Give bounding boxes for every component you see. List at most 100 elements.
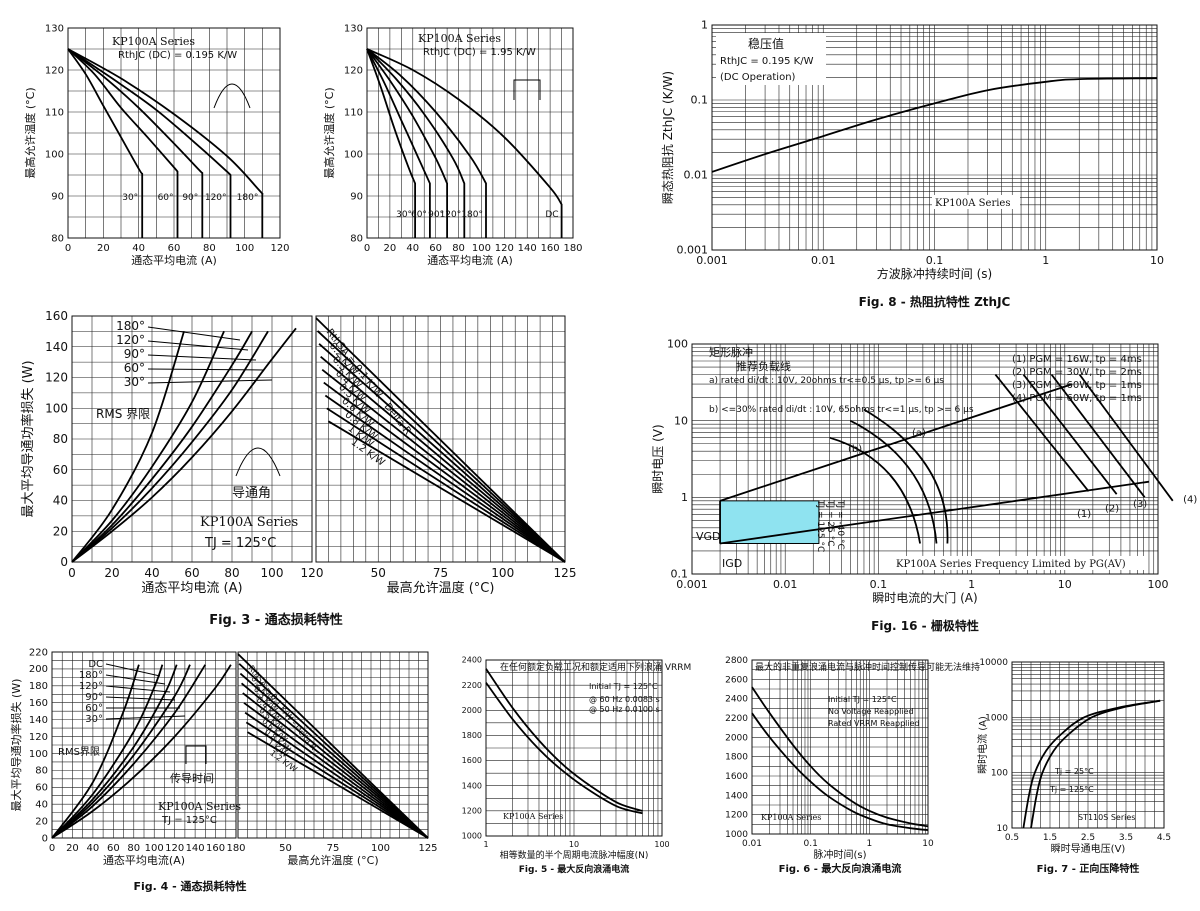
series-label: 90°	[182, 193, 198, 203]
power-limit-line	[1050, 373, 1146, 498]
resistance-line	[244, 711, 429, 839]
y-tick-label: 1600	[725, 772, 748, 782]
y-tick-label: 140	[45, 340, 68, 354]
y-tick-label: 60	[53, 463, 68, 477]
y-axis-label: 瞬态热阻抗 ZthJC (K/W)	[660, 71, 675, 204]
resistance-line	[238, 663, 429, 839]
x-tick-label: 1.5	[1043, 833, 1057, 843]
chart-c5: 0.001 0.01 0.1 1 10 100 0.1 1 10 100 瞬时电流的大门 (A) 瞬时…	[651, 338, 1197, 633]
y-tick-label: 100	[45, 149, 64, 160]
series-line	[67, 48, 144, 238]
x-tick-label: 100	[261, 566, 284, 580]
figure-caption: Fig. 6 - 最大反向浪涌电流	[779, 862, 902, 875]
series-line	[67, 48, 232, 238]
y-axis-label: 最高允许温度 (°C)	[23, 87, 37, 178]
chart-title: 矩形脉冲	[709, 345, 753, 359]
plot-frame	[485, 659, 663, 837]
resistance-line	[316, 330, 566, 563]
legend-box	[716, 33, 826, 85]
x-tick-label: 60	[107, 843, 120, 854]
x-tick-label: 0.001	[676, 578, 708, 591]
x-axis-label: 通态平均电流(A)	[103, 853, 185, 867]
plot-frame	[51, 651, 237, 839]
y-tick-label: 120	[344, 65, 363, 76]
resistance-line	[326, 407, 566, 563]
series-line	[711, 77, 1158, 173]
leader-line	[105, 685, 171, 693]
series-line	[1022, 699, 1161, 829]
y-tick-label: 1400	[462, 781, 482, 790]
power-limit-line	[1078, 373, 1174, 502]
x-tick-label: 10	[1058, 578, 1072, 591]
x-tick-label: 80	[452, 243, 465, 254]
x-tick-label: 1	[866, 839, 872, 849]
y-tick-label: 40	[35, 800, 48, 811]
resistance-line	[315, 317, 566, 563]
temperature-curve	[863, 408, 949, 544]
legend-item: 90°	[85, 692, 103, 703]
y-tick-label: 1000	[725, 830, 748, 840]
y-tick-label: 2000	[462, 706, 482, 715]
series-label: KP100A Series	[761, 813, 821, 822]
y-tick-label: 120	[45, 65, 64, 76]
x-tick-label: 0.01	[742, 839, 762, 849]
y-tick-label: 130	[45, 23, 64, 34]
y-tick-label: 2000	[725, 733, 748, 743]
leader-line	[105, 663, 161, 677]
y-tick-label: 80	[350, 233, 363, 244]
series-line	[485, 668, 643, 812]
leader-line	[105, 674, 166, 685]
series-line	[366, 48, 563, 238]
x-tick-label: 3.5	[1119, 833, 1133, 843]
note-a: a) rated di/dt : 10V, 20ohms tr<=0.5 μs,…	[709, 376, 944, 386]
y-tick-label: 1800	[462, 731, 482, 740]
y-tick-label: 110	[344, 107, 363, 118]
y-tick-label: 1000	[985, 713, 1008, 723]
figure-caption: Fig. 8 - 热阻抗特性 ZthJC	[859, 294, 1011, 309]
x2-axis-label: 最高允许温度 (°C)	[287, 853, 378, 867]
y-tick-label: 0	[60, 555, 68, 569]
x-tick-label: 80	[203, 243, 216, 254]
figure-caption: Fig. 16 - 栅极特性	[871, 618, 979, 633]
resistance-line	[240, 682, 429, 839]
x-tick-label: 2.5	[1081, 833, 1095, 843]
y-tick-label: 2800	[725, 656, 748, 666]
chart-c2: 0 20 40 60 80 100 120 140 160 180 80 90 100 110 120 130…	[322, 23, 583, 267]
plot-frame	[1011, 661, 1165, 829]
x-tick-label: 120	[165, 843, 184, 854]
y-tick-label: 60	[35, 783, 48, 794]
plot-frame	[67, 27, 281, 239]
legend-item: 60°	[85, 703, 103, 714]
y-axis-label: 最高允许温度 (°C)	[322, 87, 336, 178]
y-tick-label: 0.1	[671, 568, 689, 581]
series-line	[485, 682, 643, 815]
y-tick-label: 160	[29, 698, 48, 709]
y-tick-label: 1400	[725, 791, 748, 801]
series-line	[366, 48, 431, 238]
x-tick-label: 0.5	[1005, 833, 1019, 843]
x-tick-label: 0.01	[811, 254, 836, 267]
y-tick-label: 120	[45, 371, 68, 385]
chart-c4: 0 20 40 60 80 100 120 0 20 40 60 80 100 120 140 160 通态平均…	[20, 309, 576, 628]
chart-subtitle: RthJC = 0.195 K/W	[720, 56, 814, 67]
x-tick-label: 0	[49, 843, 55, 854]
resistance-line	[237, 653, 429, 839]
gate-trigger-region	[719, 500, 820, 544]
y-tick-label: 1200	[725, 811, 748, 821]
y-tick-label: 2200	[725, 714, 748, 724]
x-tick-label: 140	[186, 843, 205, 854]
legend-item: (2) PGM = 30W, tp = 2ms	[1012, 367, 1142, 378]
y-tick-label: 80	[53, 432, 68, 446]
chart-c6: 0 20 40 60 80 100 120 140 160 1800204060801001201…	[9, 647, 438, 893]
x-tick-label: 60	[184, 566, 199, 580]
leader-line	[147, 340, 249, 351]
series-line	[366, 48, 466, 238]
x-axis-label: 相等数量的半个周期电流脉冲幅度(N)	[500, 849, 649, 861]
series-line	[51, 664, 191, 839]
x-tick-label: 80	[224, 566, 239, 580]
x2-tick-label: 75	[433, 566, 448, 580]
x-tick-label: 120	[495, 243, 514, 254]
series-label: 120°	[440, 210, 462, 220]
x-tick-label: 40	[406, 243, 419, 254]
